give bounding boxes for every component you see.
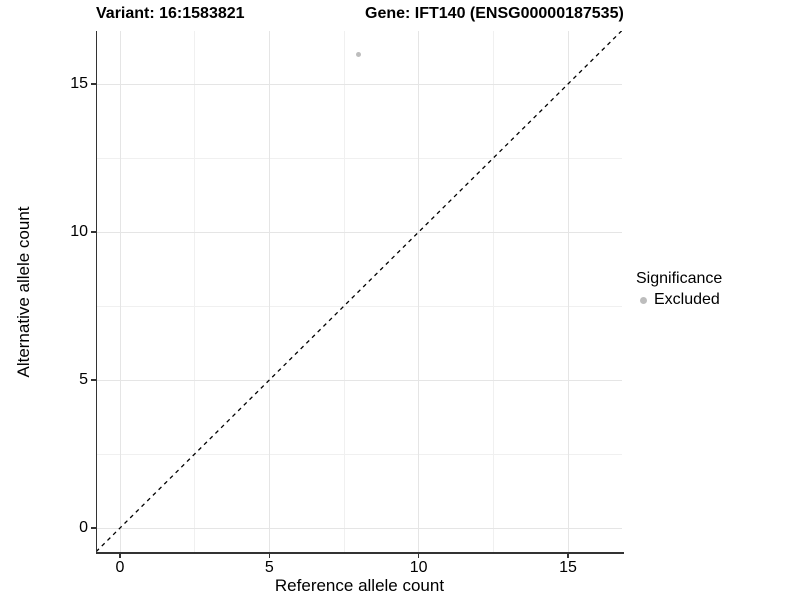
y-axis-line bbox=[95, 31, 97, 554]
y-axis-title: Alternative allele count bbox=[14, 206, 33, 378]
x-tick-label: 5 bbox=[264, 559, 274, 576]
gridline-major-vertical bbox=[567, 31, 569, 552]
gridline-major-vertical bbox=[268, 31, 270, 552]
y-tick-label: 10 bbox=[70, 223, 88, 240]
gridline-major-horizontal bbox=[97, 83, 622, 85]
y-axis-tick bbox=[91, 527, 96, 529]
x-axis-tick bbox=[268, 553, 271, 558]
data-point bbox=[356, 51, 362, 57]
gridline-minor-vertical bbox=[492, 31, 494, 552]
gridline-major-horizontal bbox=[97, 231, 622, 233]
gridline-minor-vertical bbox=[194, 31, 196, 552]
legend-title: Significance bbox=[636, 270, 723, 287]
y-axis-tick bbox=[91, 83, 96, 85]
x-tick-label: 15 bbox=[559, 559, 577, 576]
x-tick-label: 0 bbox=[115, 559, 125, 576]
x-axis-tick bbox=[567, 553, 569, 558]
gridline-minor-vertical bbox=[343, 31, 345, 552]
legend-item-label: Excluded bbox=[654, 291, 720, 308]
plot-title-variant: Variant: 16:1583821 bbox=[96, 5, 245, 22]
x-axis-tick bbox=[119, 553, 121, 558]
gridline-minor-horizontal bbox=[97, 453, 622, 455]
x-tick-label: 10 bbox=[409, 559, 428, 576]
plot-title-gene: Gene: IFT140 (ENSG00000187535) bbox=[365, 5, 624, 22]
gridline-major-vertical bbox=[119, 31, 121, 552]
gridline-major-horizontal bbox=[97, 527, 622, 529]
legend-item-excluded: Excluded bbox=[636, 291, 722, 309]
x-axis-title: Reference allele count bbox=[274, 576, 445, 595]
y-tick-label: 0 bbox=[79, 519, 88, 536]
gridline-major-vertical bbox=[418, 31, 420, 552]
x-axis-tick bbox=[417, 553, 420, 558]
x-axis-line bbox=[95, 552, 624, 554]
legend-key-dot-icon bbox=[640, 296, 647, 304]
identity-dashed-line bbox=[97, 31, 622, 552]
gridline-minor-horizontal bbox=[97, 305, 622, 307]
y-tick-label: 15 bbox=[70, 75, 88, 92]
y-tick-label: 5 bbox=[79, 371, 88, 388]
gridline-minor-horizontal bbox=[97, 157, 622, 159]
legend: Significance Excluded bbox=[636, 270, 722, 309]
gridline-major-horizontal bbox=[97, 379, 622, 381]
plot-panel bbox=[97, 31, 622, 552]
y-axis-tick bbox=[91, 379, 96, 381]
y-axis-tick bbox=[91, 231, 96, 233]
